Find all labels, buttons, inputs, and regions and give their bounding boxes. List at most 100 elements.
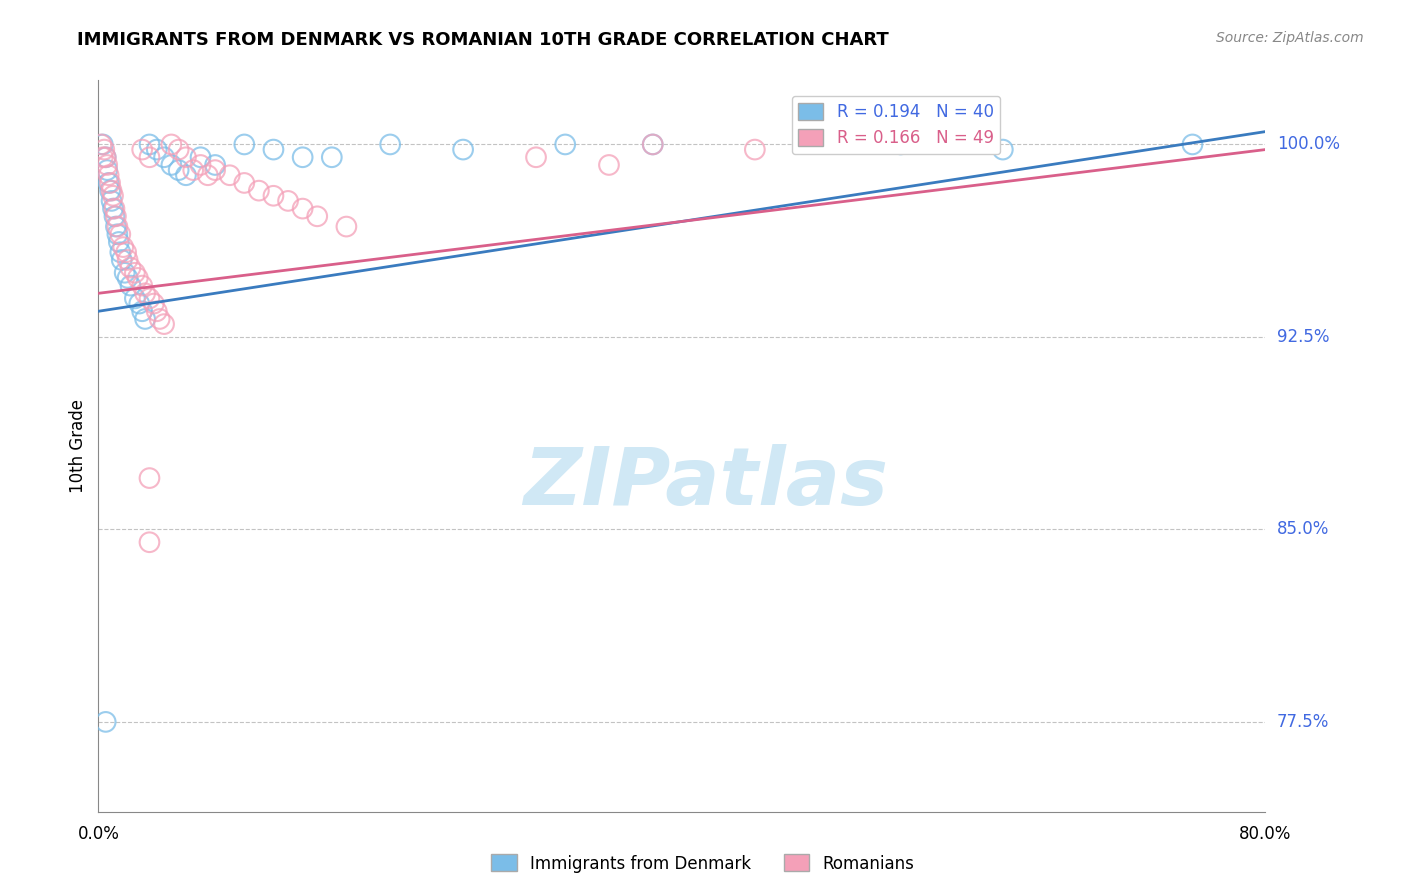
- Point: [94, 150, 117, 164]
- Point: [110, 227, 132, 242]
- Point: [90, 137, 112, 152]
- Text: ZIPatlas: ZIPatlas: [523, 443, 887, 522]
- Point: [160, 158, 183, 172]
- Point: [91, 137, 114, 152]
- Point: [110, 245, 132, 260]
- Point: [120, 260, 142, 275]
- Text: 92.5%: 92.5%: [1277, 328, 1330, 346]
- Point: [641, 137, 664, 152]
- Text: 77.5%: 77.5%: [1277, 713, 1330, 731]
- Point: [233, 176, 256, 190]
- Text: 85.0%: 85.0%: [1277, 520, 1330, 539]
- Point: [100, 194, 122, 208]
- Point: [307, 209, 329, 223]
- Point: [103, 202, 125, 216]
- Point: [277, 194, 299, 208]
- Point: [120, 278, 142, 293]
- Point: [233, 137, 256, 152]
- Point: [153, 317, 176, 331]
- Point: [97, 168, 120, 182]
- Point: [104, 219, 127, 234]
- Point: [190, 150, 212, 164]
- Point: [108, 235, 131, 249]
- Point: [160, 137, 183, 152]
- Point: [112, 240, 135, 254]
- Point: [100, 184, 122, 198]
- Point: [554, 137, 576, 152]
- Point: [247, 184, 270, 198]
- Text: Source: ZipAtlas.com: Source: ZipAtlas.com: [1216, 31, 1364, 45]
- Point: [263, 188, 285, 202]
- Point: [190, 158, 212, 172]
- Point: [96, 158, 118, 172]
- Point: [1181, 137, 1204, 152]
- Point: [101, 188, 124, 202]
- Point: [197, 168, 219, 182]
- Point: [91, 150, 114, 164]
- Point: [124, 266, 146, 280]
- Y-axis label: 10th Grade: 10th Grade: [69, 399, 87, 493]
- Point: [167, 143, 190, 157]
- Point: [181, 163, 204, 178]
- Point: [142, 296, 165, 310]
- Point: [167, 163, 190, 178]
- Point: [138, 137, 160, 152]
- Point: [291, 150, 314, 164]
- Point: [138, 535, 160, 549]
- Point: [138, 471, 160, 485]
- Point: [96, 163, 118, 178]
- Point: [124, 292, 146, 306]
- Text: 100.0%: 100.0%: [1277, 136, 1340, 153]
- Point: [991, 143, 1014, 157]
- Text: IMMIGRANTS FROM DENMARK VS ROMANIAN 10TH GRADE CORRELATION CHART: IMMIGRANTS FROM DENMARK VS ROMANIAN 10TH…: [77, 31, 889, 49]
- Point: [105, 227, 128, 242]
- Point: [174, 150, 197, 164]
- Point: [153, 150, 176, 164]
- Point: [149, 312, 172, 326]
- Point: [134, 312, 156, 326]
- Point: [98, 176, 121, 190]
- Point: [128, 296, 150, 310]
- Point: [117, 252, 139, 267]
- Point: [174, 168, 197, 182]
- Point: [93, 143, 115, 157]
- Point: [114, 266, 136, 280]
- Text: 0.0%: 0.0%: [77, 824, 120, 843]
- Point: [598, 158, 620, 172]
- Text: 80.0%: 80.0%: [1239, 824, 1292, 843]
- Point: [641, 137, 664, 152]
- Point: [204, 163, 226, 178]
- Legend: Immigrants from Denmark, Romanians: Immigrants from Denmark, Romanians: [485, 847, 921, 880]
- Point: [335, 219, 357, 234]
- Point: [127, 271, 149, 285]
- Point: [104, 209, 127, 223]
- Point: [138, 292, 160, 306]
- Point: [97, 176, 120, 190]
- Point: [131, 304, 153, 318]
- Point: [105, 219, 128, 234]
- Point: [524, 150, 547, 164]
- Point: [111, 252, 134, 267]
- Point: [204, 158, 226, 172]
- Point: [134, 286, 156, 301]
- Point: [117, 271, 139, 285]
- Point: [451, 143, 474, 157]
- Point: [380, 137, 402, 152]
- Point: [218, 168, 240, 182]
- Point: [115, 245, 138, 260]
- Point: [890, 137, 912, 152]
- Legend: R = 0.194   N = 40, R = 0.166   N = 49: R = 0.194 N = 40, R = 0.166 N = 49: [792, 96, 1000, 154]
- Point: [146, 143, 169, 157]
- Point: [321, 150, 343, 164]
- Point: [94, 714, 117, 729]
- Point: [263, 143, 285, 157]
- Point: [131, 278, 153, 293]
- Point: [138, 150, 160, 164]
- Point: [291, 202, 314, 216]
- Point: [131, 143, 153, 157]
- Point: [101, 202, 124, 216]
- Point: [94, 150, 117, 164]
- Point: [98, 184, 121, 198]
- Point: [146, 304, 169, 318]
- Point: [744, 143, 766, 157]
